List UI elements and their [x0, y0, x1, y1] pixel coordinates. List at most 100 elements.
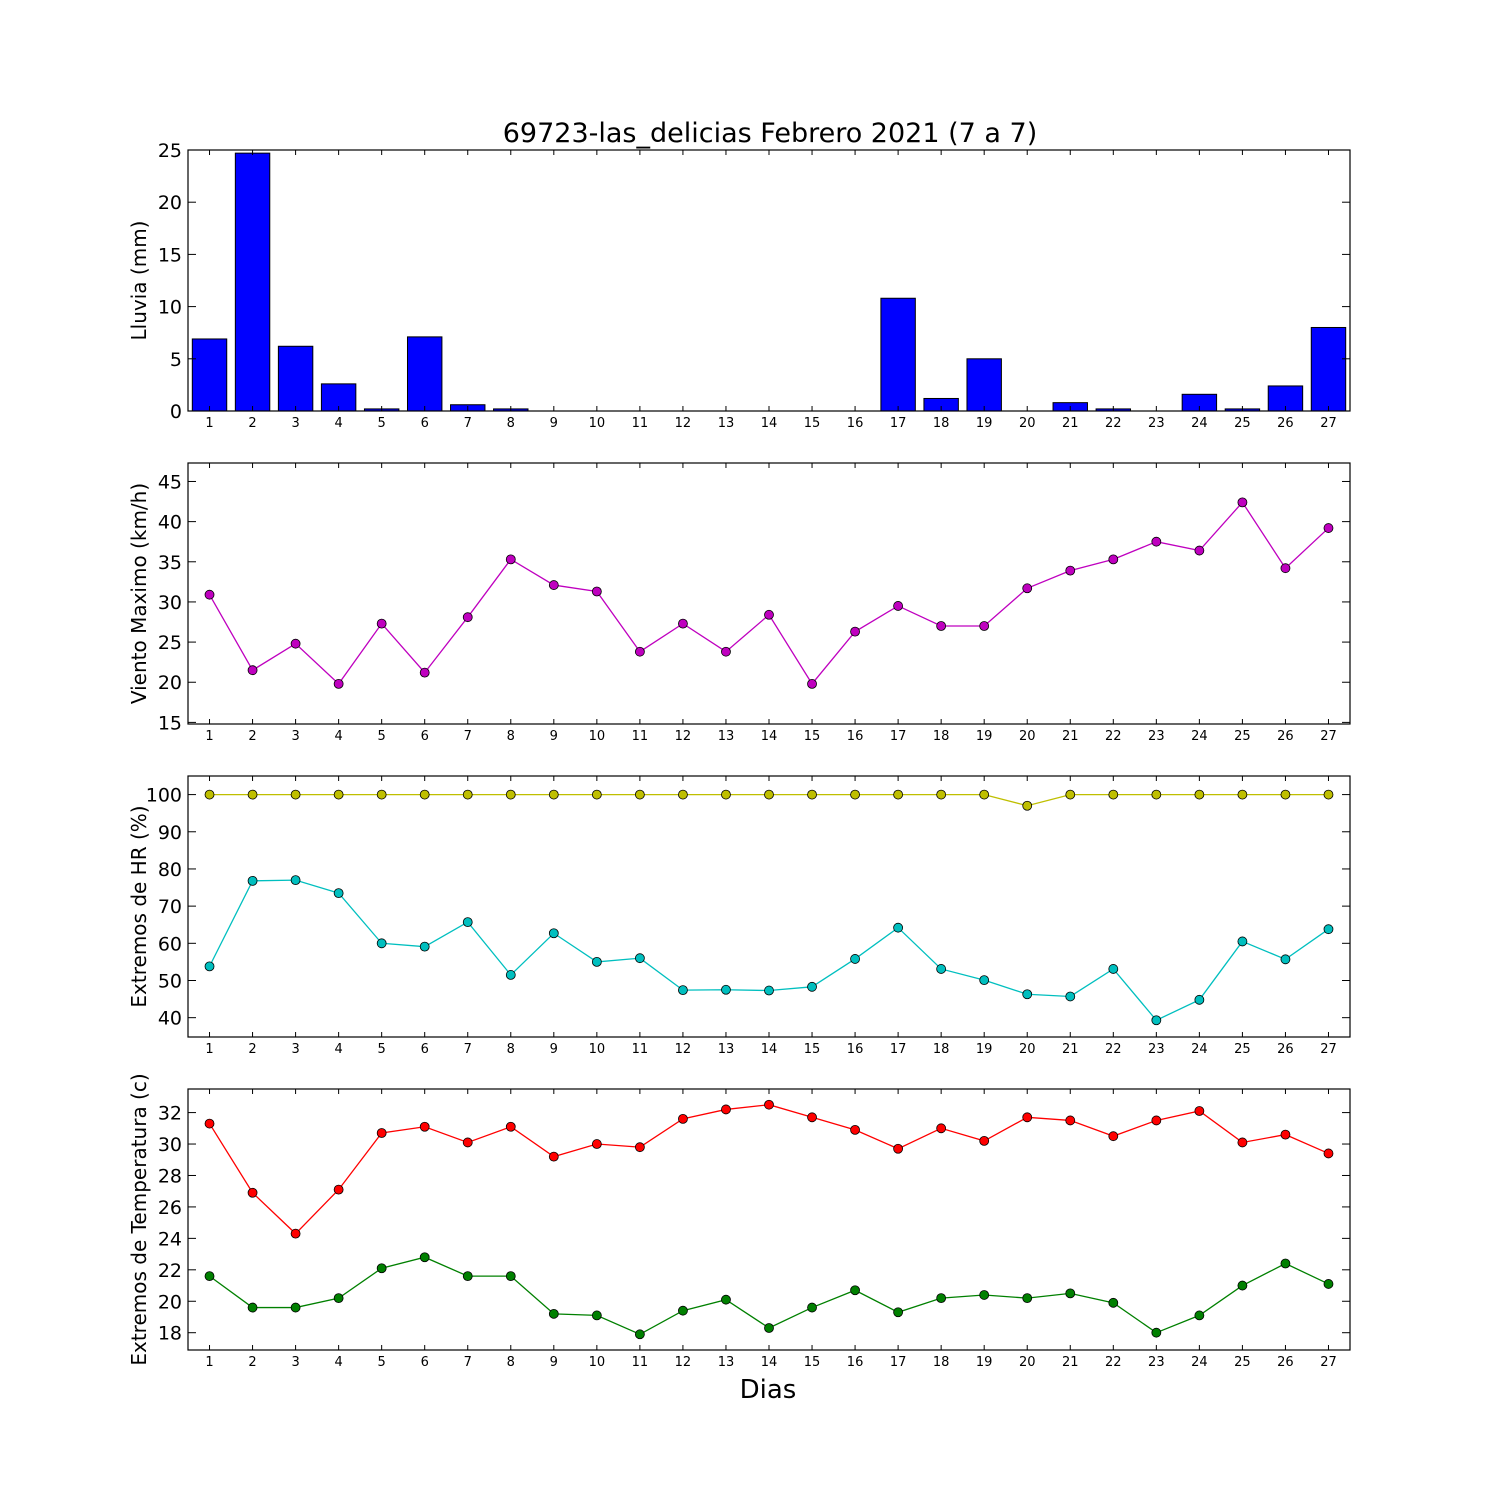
humidity-x-tick-label: 25: [1234, 1042, 1251, 1057]
humidity-series-2-point-day-7: [462, 917, 473, 928]
wind-x-tick-label: 7: [464, 729, 472, 744]
humidity-series-1-point-day-24: [1194, 789, 1205, 800]
wind-y-tick-label: 25: [158, 632, 182, 654]
wind-x-tick-label: 19: [976, 729, 993, 744]
temperature-series-1-point-day-8: [505, 1121, 516, 1132]
temperature-series-1-point-day-25: [1237, 1137, 1248, 1148]
temperature-series-1-point-day-18: [936, 1123, 947, 1134]
rain-y-tick-label: 0: [170, 401, 182, 423]
temperature-x-tick-label: 8: [507, 1355, 515, 1370]
wind-y-axis-label: Viento Maximo (km/h): [127, 483, 151, 704]
temperature-y-tick-label: 20: [158, 1291, 182, 1313]
temperature-y-tick-label: 24: [158, 1228, 182, 1250]
humidity-series-2-point-day-23: [1151, 1015, 1162, 1026]
temperature-x-tick-label: 5: [378, 1355, 386, 1370]
humidity-series-1-point-day-9: [548, 789, 559, 800]
humidity-x-tick-label: 11: [632, 1042, 649, 1057]
humidity-series-2-point-day-10: [591, 957, 602, 967]
wind-y-tick-label: 15: [158, 712, 182, 734]
temperature-series-1-point-day-13: [721, 1104, 731, 1115]
wind-series-1-point-day-1: [204, 589, 215, 600]
wind-series-1-point-day-12: [678, 618, 688, 629]
humidity-series-2-point-day-26: [1280, 954, 1291, 965]
humidity-series-2-point-day-3: [290, 875, 301, 885]
temperature-y-tick-label: 18: [158, 1323, 182, 1345]
wind-series-1-point-day-16: [850, 626, 860, 637]
wind-series-1-point-day-27: [1323, 523, 1334, 533]
wind-series-1-point-day-2: [247, 665, 258, 676]
temperature-series-2-point-day-5: [376, 1263, 387, 1274]
wind-x-tick-label: 10: [589, 729, 606, 744]
wind-x-tick-label: 20: [1019, 729, 1036, 744]
humidity-series-1-point-day-17: [893, 789, 904, 800]
humidity-series-2-line: [208, 879, 1329, 1022]
wind-series-1-point-day-15: [807, 678, 817, 689]
temperature-series-1-point-day-17: [893, 1143, 904, 1154]
temperature-series-2-point-day-11: [634, 1329, 645, 1340]
temperature-series-2-point-day-13: [721, 1294, 731, 1305]
rain-x-tick-label: 12: [675, 416, 692, 431]
temperature-y-tick-label: 30: [158, 1134, 182, 1156]
humidity-series-1-point-day-5: [376, 789, 387, 800]
temperature-series-2-point-day-7: [462, 1271, 473, 1281]
temperature-series-1-point-day-12: [678, 1113, 688, 1124]
humidity-x-tick-label: 27: [1320, 1042, 1337, 1057]
temperature-series-2-point-day-18: [936, 1293, 947, 1304]
temperature-series-1-point-day-19: [979, 1135, 990, 1146]
wind-series-1-point-day-9: [548, 580, 559, 590]
rain-x-tick-label: 26: [1277, 416, 1294, 431]
wind-series-1-point-day-20: [1022, 583, 1033, 594]
temperature-series-1-point-day-7: [462, 1137, 473, 1148]
wind-x-tick-label: 21: [1062, 729, 1079, 744]
temperature-x-tick-label: 25: [1234, 1355, 1251, 1370]
wind-series-1-point-day-18: [936, 621, 947, 631]
temperature-y-axis-label: Extremos de Temperatura (c): [127, 1073, 151, 1365]
humidity-series-1-point-day-8: [505, 789, 516, 800]
humidity-series-1-point-day-21: [1065, 789, 1076, 800]
humidity-x-tick-label: 19: [976, 1042, 993, 1057]
wind-series-1-point-day-26: [1280, 563, 1291, 574]
temperature-series-1-point-day-21: [1065, 1115, 1076, 1126]
humidity-series-1-point-day-7: [462, 789, 473, 800]
temperature-x-tick-label: 17: [890, 1355, 907, 1370]
wind-x-tick-label: 15: [804, 729, 821, 744]
temperature-series-1-point-day-4: [333, 1184, 344, 1195]
temperature-series-1-point-day-15: [807, 1112, 817, 1123]
temperature-x-tick-label: 18: [933, 1355, 950, 1370]
wind-x-tick-label: 2: [248, 729, 256, 744]
temperature-plot-frame: [187, 1088, 1351, 1351]
temperature-x-tick-label: 1: [205, 1355, 213, 1370]
temperature-series-1-point-day-9: [548, 1151, 559, 1162]
temperature-series-1-point-day-10: [591, 1139, 602, 1149]
rain-x-tick-label: 27: [1320, 416, 1337, 431]
temperature-x-tick-label: 13: [718, 1355, 735, 1370]
rain-bar-day-19: [966, 358, 1002, 412]
humidity-series-2-point-day-11: [634, 953, 645, 964]
temperature-series-1-point-day-27: [1323, 1148, 1334, 1159]
humidity-series-1-point-day-12: [678, 789, 688, 800]
temperature-x-tick-label: 10: [589, 1355, 606, 1370]
wind-series-1-point-day-14: [764, 609, 774, 620]
wind-series-1-point-day-6: [419, 667, 430, 678]
wind-x-tick-label: 4: [334, 729, 342, 744]
humidity-panel: 1 2 3 4 5 6 7 8 9 10 11 12 13 14 15 16 17 18 19 20 21 22 23 24 2…: [127, 775, 1351, 1057]
temperature-series-2-point-day-8: [505, 1271, 516, 1281]
humidity-x-tick-label: 10: [589, 1042, 606, 1057]
wind-series-1-point-day-4: [333, 678, 344, 689]
rain-x-tick-label: 1: [205, 416, 213, 431]
rain-panel: 1 2 3 4 5 6 7 8 9 10 11 12 13 14 15 16 17 18 19 20 21 22 23 24 2…: [127, 140, 1351, 431]
temperature-series-2-point-day-2: [247, 1302, 258, 1313]
humidity-series-1-point-day-13: [721, 789, 731, 800]
wind-x-tick-label: 14: [761, 729, 778, 744]
wind-x-tick-label: 11: [632, 729, 649, 744]
temperature-series-2-point-day-4: [333, 1293, 344, 1304]
temperature-y-tick-label: 28: [158, 1165, 182, 1187]
wind-x-tick-label: 3: [291, 729, 299, 744]
humidity-series-2-point-day-19: [979, 975, 990, 986]
humidity-series-2-point-day-4: [333, 888, 344, 899]
wind-series-1-point-day-3: [290, 638, 301, 649]
wind-series-1-point-day-23: [1151, 536, 1162, 547]
temperature-x-tick-label: 11: [632, 1355, 649, 1370]
wind-y-tick-label: 35: [158, 552, 182, 574]
rain-x-tick-label: 3: [291, 416, 299, 431]
